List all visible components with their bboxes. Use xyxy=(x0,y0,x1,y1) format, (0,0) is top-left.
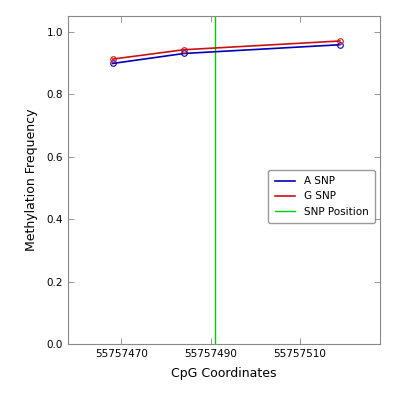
Y-axis label: Methylation Frequency: Methylation Frequency xyxy=(25,109,38,251)
X-axis label: CpG Coordinates: CpG Coordinates xyxy=(171,367,277,380)
Legend: A SNP, G SNP, SNP Position: A SNP, G SNP, SNP Position xyxy=(268,170,375,223)
